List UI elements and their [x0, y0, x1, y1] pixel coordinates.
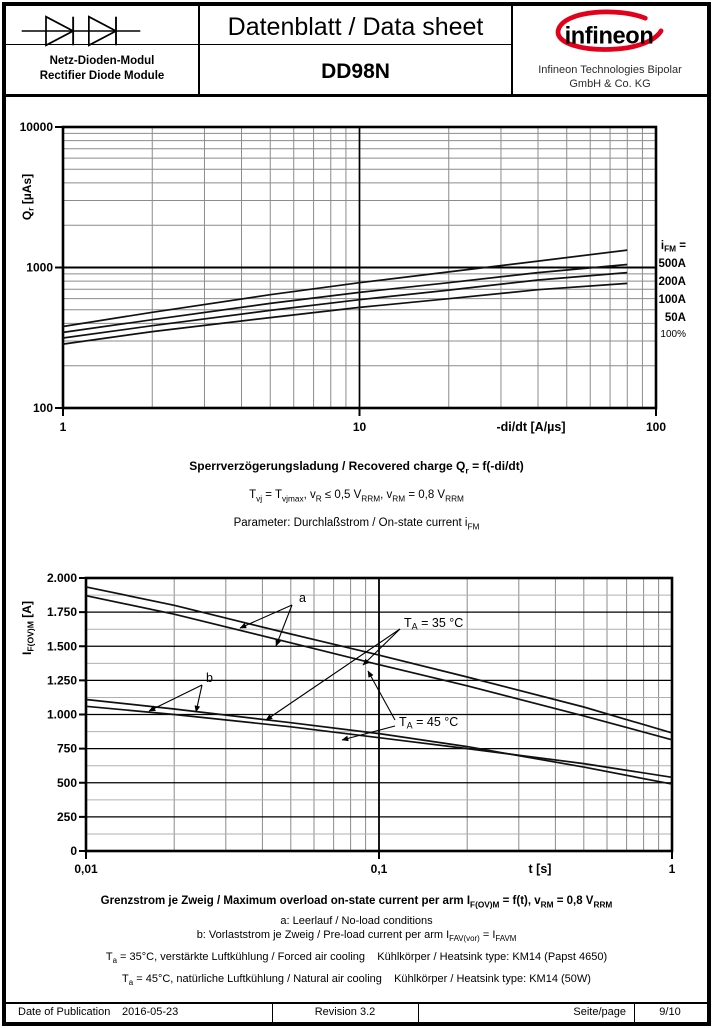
diode-symbol-icon — [21, 15, 141, 47]
x-tick-label: 1 — [60, 420, 67, 434]
logo-swoosh — [555, 9, 664, 52]
chart1-caption-title: Sperrverzögerungsladung / Recovered char… — [189, 459, 524, 476]
watermark-text: 100% — [660, 329, 686, 340]
y-tick-label: 0 — [70, 844, 77, 858]
part-number: DD98N — [321, 60, 390, 83]
curve-ifm-100a — [62, 271, 628, 339]
footer-date-value: 2016-05-23 — [122, 1006, 179, 1018]
header-divider-vertical-left — [198, 6, 200, 95]
product-family-en: Rectifier Diode Module — [39, 70, 165, 82]
x-tick-label: 0,1 — [371, 862, 388, 876]
x-tick-label: 100 — [646, 420, 666, 434]
y-tick-label: 1.250 — [47, 673, 77, 687]
annotation-arrow — [194, 684, 203, 713]
y-tick-label: 500 — [57, 776, 77, 790]
y-tick-label: 2.000 — [47, 571, 77, 585]
annotation-arrow — [239, 604, 293, 629]
y-tick-label: 1.500 — [47, 639, 77, 653]
curve-a-ta-45-c — [85, 594, 673, 741]
annotation-arrow — [148, 684, 203, 712]
y-tick-label: 1.000 — [47, 708, 77, 722]
annotation-label: TA = 35 °C — [404, 616, 463, 632]
recovered-charge-chart: 100 1000 10000 1 10 100 -di/dt [A/µs] Qr [µAs] i… — [20, 120, 687, 434]
annotation-arrow — [265, 628, 401, 721]
annotation-label: TA = 45 °C — [399, 715, 458, 731]
x-tick-label: 1 — [669, 862, 676, 876]
footer-date-label: Date of Publication — [18, 1006, 111, 1018]
legend-title: iFM = — [661, 240, 686, 254]
header-divider-vertical-right — [511, 6, 513, 95]
doc-type-title: Datenblatt / Data sheet — [227, 13, 484, 41]
legend-entry: 100A — [659, 294, 687, 306]
x-axis-title: t [s] — [529, 862, 552, 876]
chart1-caption-parameter: Parameter: Durchlaßstrom / On-state curr… — [233, 517, 480, 532]
chart2-cooling-45: Ta = 45°C, natürliche Luftkühlung / Natu… — [122, 973, 591, 988]
legend-entry: 200A — [659, 276, 687, 288]
footer-top-border — [6, 1002, 707, 1004]
legend-entry: 500A — [659, 258, 687, 270]
legend-entry: 50A — [665, 312, 686, 324]
annotation-arrow — [341, 725, 396, 742]
y-axis-title: IF(OV)M [A] — [20, 601, 36, 655]
chart2-cooling-35: Ta = 35°C, verstärkte Luftkühlung / Forc… — [105, 951, 608, 966]
annotation-arrow — [362, 628, 401, 666]
overload-current-chart: 0 250 500 750 1.000 1.250 1.500 1.750 2.000 0,01 0… — [20, 571, 676, 876]
x-tick-label: 0,01 — [74, 862, 98, 876]
y-tick-label: 100 — [33, 401, 53, 415]
y-axis-title: Qr [µAs] — [20, 174, 36, 220]
y-tick-label: 10000 — [20, 120, 54, 134]
y-tick-label: 1.750 — [47, 605, 77, 619]
curve-b-ta-45-c — [85, 705, 673, 779]
infineon-logo: infineon — [555, 9, 664, 52]
curve-ifm-200a — [62, 263, 628, 334]
curve-a-ta-35-c — [85, 586, 673, 734]
y-tick-label: 1000 — [26, 261, 53, 275]
grid — [63, 127, 656, 408]
logo-text: infineon — [565, 23, 654, 49]
company-line1: Infineon Technologies Bipolar — [538, 64, 682, 76]
header-bottom-border — [6, 94, 707, 97]
annotation-arrow — [275, 604, 293, 647]
footer-revision: Revision 3.2 — [314, 1006, 376, 1018]
footer-divider-2 — [418, 1002, 420, 1022]
annotation-label: b — [206, 671, 213, 685]
y-tick-label: 250 — [57, 810, 77, 824]
curve-ifm-500a — [62, 249, 628, 328]
footer-divider-3 — [634, 1002, 636, 1022]
annotation-arrow — [367, 670, 396, 721]
chart2-note-a: a: Leerlauf / No-load conditions — [280, 915, 433, 927]
chart1-caption-conditions: Tvj = Tvjmax, vR ≤ 0,5 VRRM, vRM = 0,8 V… — [249, 489, 464, 504]
x-tick-label: 10 — [353, 420, 367, 434]
footer-page-number: 9/10 — [659, 1006, 681, 1018]
chart2-caption-title: Grenzstrom je Zweig / Maximum overload o… — [100, 895, 613, 910]
footer-page-label: Seite/page — [573, 1006, 626, 1018]
chart2-note-b: b: Vorlaststrom je Zweig / Pre-load curr… — [196, 929, 517, 944]
curve-b-ta-35-c — [85, 698, 673, 785]
header-divider-horizontal — [6, 44, 512, 46]
footer-divider-1 — [272, 1002, 274, 1022]
y-tick-label: 750 — [57, 742, 77, 756]
company-line2: GmbH & Co. KG — [569, 78, 651, 90]
product-family-de: Netz-Dioden-Modul — [49, 55, 155, 67]
annotation-label: a — [299, 591, 306, 605]
x-axis-title: -di/dt [A/µs] — [497, 420, 566, 434]
curve-ifm-50a — [62, 282, 628, 345]
